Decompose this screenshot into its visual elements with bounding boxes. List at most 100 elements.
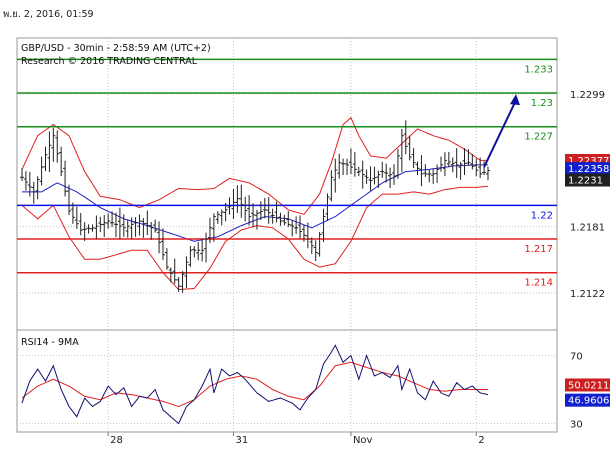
rsi-panel: 30 70 50.0211 46.9606 bbox=[16, 329, 610, 433]
price-bar bbox=[227, 197, 232, 215]
x-tick-label: 31 bbox=[235, 435, 248, 446]
price-bar bbox=[360, 160, 365, 189]
price-bar bbox=[262, 197, 267, 219]
price-panel-frame bbox=[16, 37, 558, 331]
date-time-label: พ.ย. 2, 2016, 01:59 bbox=[3, 9, 94, 20]
rsi-line bbox=[21, 344, 489, 425]
price-bar bbox=[235, 185, 240, 213]
price-bar bbox=[466, 149, 471, 166]
price-bar bbox=[384, 163, 389, 183]
price-bar bbox=[102, 215, 107, 238]
price-bar bbox=[196, 242, 201, 261]
price-bar bbox=[47, 131, 52, 173]
price-bar bbox=[149, 221, 154, 240]
price-bar bbox=[270, 208, 275, 224]
price-bar bbox=[313, 240, 318, 262]
chart-title: GBP/USD - 30min - 2:58:59 AM (UTC+2) bbox=[21, 43, 211, 54]
price-bar bbox=[20, 168, 24, 181]
price-bar bbox=[188, 245, 193, 267]
price-bar bbox=[258, 201, 263, 220]
projection-arrow-line bbox=[483, 99, 517, 168]
price-bar bbox=[247, 195, 252, 226]
price-bar bbox=[282, 214, 287, 226]
projection-arrow-head bbox=[510, 94, 520, 106]
price-bar bbox=[55, 130, 60, 163]
price-bar bbox=[200, 238, 205, 262]
price-bar bbox=[290, 220, 295, 237]
price-bar bbox=[435, 164, 440, 183]
price-bar bbox=[376, 170, 381, 189]
price-bar bbox=[274, 201, 279, 223]
price-bar bbox=[172, 258, 177, 284]
price-bar bbox=[368, 166, 373, 191]
support-level-label: 1.217 bbox=[524, 244, 553, 255]
y-tick-label: 1.2181 bbox=[570, 223, 605, 234]
rsi-tag-box bbox=[565, 393, 610, 407]
price-bar bbox=[117, 207, 122, 239]
price-bar bbox=[337, 153, 342, 179]
bollinger-lower-line bbox=[21, 185, 489, 291]
price-bar bbox=[356, 166, 361, 177]
price-bar bbox=[211, 213, 216, 242]
price-bar bbox=[39, 156, 44, 186]
price-bar bbox=[372, 166, 377, 185]
price-bar bbox=[176, 276, 181, 292]
price-bar bbox=[27, 171, 32, 197]
price-tag-box bbox=[565, 173, 610, 187]
rsi-tick-label: 30 bbox=[570, 420, 583, 431]
price-bar bbox=[333, 158, 338, 193]
price-bar bbox=[482, 161, 487, 176]
price-bar bbox=[254, 210, 259, 230]
price-bar bbox=[462, 148, 467, 175]
x-tick-label: 28 bbox=[110, 435, 123, 446]
price-bar bbox=[329, 170, 334, 202]
price-bar bbox=[458, 161, 463, 180]
y-tick-label: 1.2299 bbox=[570, 90, 605, 101]
price-bar bbox=[278, 212, 283, 226]
price-bar bbox=[345, 158, 350, 175]
rsi-tag-box bbox=[565, 378, 610, 392]
price-bar bbox=[59, 146, 64, 176]
price-bar bbox=[164, 248, 169, 270]
price-bar bbox=[180, 271, 185, 293]
price-bar bbox=[204, 232, 209, 263]
bollinger-upper-line bbox=[21, 116, 488, 215]
price-bar bbox=[215, 211, 220, 224]
rsi-ma-line bbox=[21, 361, 488, 408]
price-bar bbox=[113, 212, 118, 238]
resistance-level-label: 1.227 bbox=[524, 132, 553, 143]
price-bar bbox=[348, 148, 353, 175]
price-bar bbox=[74, 206, 79, 229]
moving-average-line bbox=[22, 164, 488, 242]
price-tag-label: 1.2231 bbox=[568, 176, 603, 187]
x-tick-label: 2 bbox=[478, 435, 484, 446]
price-tag-label: 1.22358 bbox=[568, 164, 609, 175]
price-bar bbox=[423, 164, 428, 177]
pivot-level-label: 1.22 bbox=[531, 210, 553, 221]
price-bar bbox=[31, 181, 36, 204]
rsi-title: RSI14 - 9MA bbox=[21, 337, 79, 348]
price-bar bbox=[63, 160, 68, 197]
price-bar bbox=[403, 120, 408, 155]
price-bar bbox=[321, 208, 326, 242]
price-bar bbox=[121, 214, 126, 237]
resistance-level-label: 1.23 bbox=[531, 98, 553, 109]
price-panel: 28 31 Nov 21.21221.21811.22991.2331.231.227… bbox=[16, 37, 610, 446]
price-bar bbox=[407, 136, 412, 161]
y-tick-label: 1.2122 bbox=[570, 289, 605, 300]
price-bar bbox=[137, 214, 142, 236]
price-bar bbox=[427, 169, 432, 183]
price-bar bbox=[43, 146, 48, 172]
chart-source: Research © 2016 TRADING CENTRAL bbox=[21, 56, 198, 67]
rsi-tag-label: 46.9606 bbox=[568, 396, 609, 407]
price-bar bbox=[470, 154, 475, 170]
price-bar bbox=[98, 216, 103, 233]
price-bar bbox=[298, 215, 303, 239]
price-bar bbox=[450, 157, 455, 173]
price-bar bbox=[153, 219, 158, 233]
rsi-tick-label: 70 bbox=[570, 352, 583, 363]
price-bar bbox=[35, 176, 40, 200]
price-bar bbox=[219, 209, 224, 226]
price-bar bbox=[317, 231, 322, 257]
